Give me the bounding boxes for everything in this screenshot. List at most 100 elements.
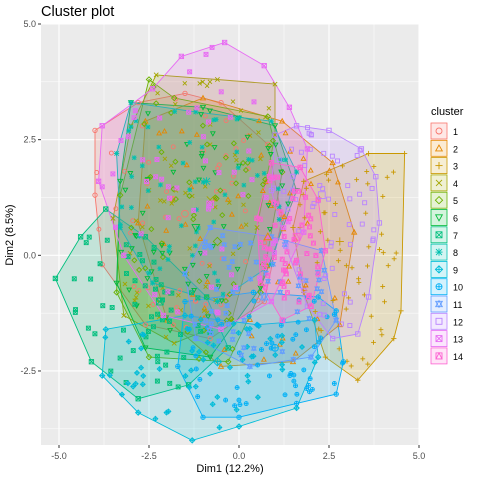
marker-stroke	[216, 170, 222, 175]
marker-stroke	[245, 192, 252, 200]
marker-stroke	[268, 298, 275, 305]
data-point	[144, 179, 150, 184]
data-point	[283, 243, 289, 249]
marker-stroke	[158, 282, 164, 288]
data-point	[240, 344, 247, 351]
marker-stroke	[228, 114, 233, 120]
data-point	[106, 372, 113, 379]
y-tick-label: -2.5	[20, 366, 36, 376]
data-point	[116, 191, 124, 199]
data-point	[391, 335, 397, 342]
marker-stroke	[290, 357, 297, 363]
data-point	[193, 131, 200, 137]
marker-stroke	[338, 321, 344, 327]
marker-stroke	[233, 285, 239, 290]
marker-stroke	[300, 155, 307, 161]
marker-stroke	[160, 317, 165, 323]
data-point	[203, 274, 210, 280]
marker-stroke	[247, 276, 254, 283]
data-point	[371, 227, 377, 233]
data-point	[195, 295, 201, 301]
marker-stroke	[318, 289, 325, 295]
marker-stroke	[199, 260, 205, 266]
data-point	[259, 181, 267, 188]
marker-stroke	[176, 216, 182, 222]
data-point	[154, 353, 160, 359]
marker-stroke	[199, 151, 206, 157]
data-point	[245, 192, 252, 200]
cluster-points-11	[181, 224, 340, 370]
data-point	[189, 291, 196, 297]
marker-stroke	[200, 134, 206, 140]
data-point	[199, 151, 206, 157]
data-point	[247, 239, 254, 247]
marker-stroke	[262, 284, 268, 290]
data-point	[301, 178, 307, 184]
data-point	[156, 144, 162, 150]
marker-stroke	[227, 200, 232, 205]
marker-stroke	[88, 276, 94, 282]
x-axis-label: Dim1 (12.2%)	[196, 463, 263, 475]
marker-stroke	[245, 331, 252, 337]
data-point	[370, 238, 376, 244]
data-point	[182, 90, 188, 97]
marker-stroke	[299, 222, 305, 228]
data-point	[152, 292, 158, 298]
marker-stroke	[206, 200, 214, 209]
data-point	[167, 380, 173, 386]
data-point	[103, 206, 109, 212]
data-point	[371, 339, 376, 345]
marker-stroke	[187, 69, 192, 75]
data-point	[139, 331, 146, 338]
data-point	[290, 224, 296, 231]
data-point	[325, 237, 331, 243]
marker-stroke	[99, 184, 105, 190]
legend-item-10: 10	[430, 278, 463, 296]
marker-stroke	[204, 294, 210, 300]
marker-stroke	[285, 206, 291, 212]
data-point	[155, 90, 160, 96]
marker-stroke	[369, 185, 375, 191]
data-point	[222, 310, 229, 317]
data-point	[142, 283, 148, 289]
x-tick-label: -5.0	[51, 451, 67, 461]
data-point	[192, 243, 198, 249]
marker-stroke	[222, 39, 228, 46]
marker-stroke	[279, 117, 286, 124]
marker-stroke	[132, 233, 139, 239]
marker-stroke	[263, 194, 269, 200]
data-point	[293, 123, 300, 129]
marker-stroke	[198, 112, 205, 118]
data-point	[187, 187, 193, 193]
marker-stroke	[100, 303, 106, 309]
data-point	[167, 328, 174, 334]
marker-stroke	[295, 283, 302, 289]
data-point	[306, 315, 313, 322]
data-point	[119, 204, 125, 210]
marker-stroke	[158, 198, 163, 203]
data-point	[288, 370, 294, 376]
marker-stroke	[160, 285, 165, 291]
data-point	[303, 185, 309, 191]
marker-stroke	[201, 308, 207, 314]
marker-stroke	[221, 346, 228, 352]
data-point	[365, 150, 372, 157]
marker-stroke	[272, 238, 278, 244]
marker-stroke	[261, 62, 267, 69]
data-point	[118, 249, 125, 256]
data-point	[235, 329, 242, 336]
data-point	[207, 122, 213, 127]
data-point	[202, 349, 209, 356]
marker-stroke	[99, 123, 105, 129]
data-point	[249, 177, 255, 183]
marker-stroke	[123, 242, 129, 248]
marker-stroke	[218, 99, 224, 106]
y-axis-label: Dim2 (8.5%)	[4, 204, 16, 265]
marker-stroke	[167, 380, 173, 386]
legend-key-marker	[434, 299, 444, 309]
marker-stroke	[83, 240, 89, 245]
marker-stroke	[181, 355, 187, 360]
data-point	[167, 195, 173, 201]
data-point	[234, 385, 240, 391]
marker-stroke	[187, 69, 193, 75]
